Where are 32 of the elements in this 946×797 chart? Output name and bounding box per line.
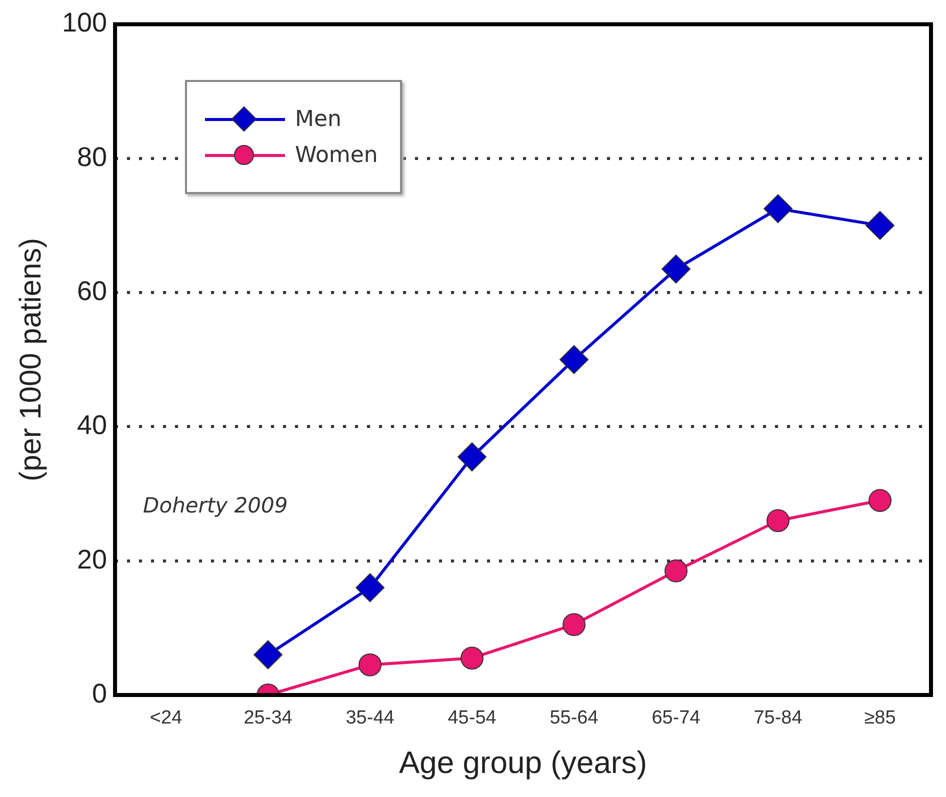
y-tick-label: 100	[62, 8, 108, 38]
y-axis-title: (per 1000 patiens)	[14, 238, 48, 482]
point	[460, 646, 484, 670]
point	[662, 254, 691, 284]
point	[562, 613, 586, 636]
y-tick-label: 60	[77, 276, 108, 306]
point	[458, 442, 487, 472]
legend-label: Men	[295, 106, 342, 132]
point	[764, 194, 793, 224]
x-tick-label: 75-84	[754, 708, 803, 729]
point	[560, 345, 589, 374]
legend-label: Women	[295, 142, 378, 168]
y-tick-label: 0	[92, 678, 108, 708]
point	[766, 509, 790, 532]
x-tick-label: 55-64	[550, 708, 599, 729]
point	[868, 488, 892, 512]
point	[356, 573, 385, 602]
x-tick-label: 25-34	[244, 708, 293, 729]
x-tick-label: 35-44	[346, 708, 395, 729]
y-tick-label: 40	[77, 410, 108, 440]
point	[254, 640, 283, 670]
x-tick-label: 65-74	[652, 708, 701, 729]
x-tick-label: ≥85	[864, 708, 896, 729]
x-axis-title: Age group (years)	[398, 744, 648, 780]
point	[358, 653, 382, 676]
x-tick-label: 45-54	[448, 708, 497, 729]
point	[866, 210, 895, 240]
annotation: Doherty 2009	[143, 494, 288, 518]
x-tick-label: <24	[150, 708, 183, 729]
point	[664, 559, 688, 582]
y-tick-label: 20	[77, 544, 108, 574]
y-tick-label: 80	[77, 142, 108, 172]
